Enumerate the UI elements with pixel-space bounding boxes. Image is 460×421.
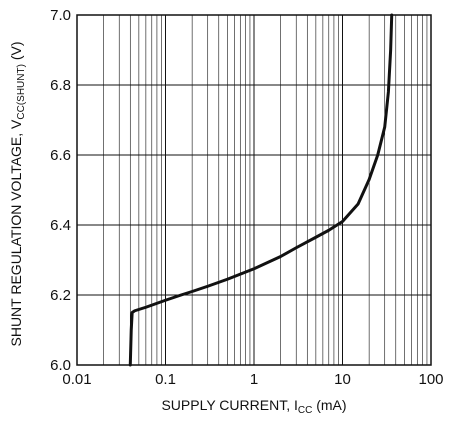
grid <box>76 14 431 366</box>
y-tick-label: 6.2 <box>50 287 71 304</box>
y-tick-label: 6.4 <box>50 217 71 234</box>
plot-frame <box>76 14 432 366</box>
series-layer <box>128 13 394 367</box>
x-axis-title-main: SUPPLY CURRENT, I <box>161 397 297 413</box>
y-axis-title-unit: (V) <box>8 41 24 64</box>
y-axis-title-main: SHUNT REGULATION VOLTAGE, V <box>8 119 24 347</box>
x-tick-label: 1 <box>250 371 258 388</box>
series-line <box>128 13 394 367</box>
y-tick-label: 6.6 <box>50 147 71 164</box>
y-axis-title-subscript: CC(SHUNT) <box>16 64 27 120</box>
y-tick-label: 6.8 <box>50 77 71 94</box>
x-axis-title: SUPPLY CURRENT, ICC (mA) <box>161 397 346 416</box>
x-tick-label: 100 <box>418 371 443 388</box>
y-tick-labels: 6.0 6.2 6.4 6.6 6.8 7.0 <box>50 7 71 374</box>
x-tick-labels: 0.01 0.1 1 10 100 <box>62 371 443 388</box>
x-tick-label: 10 <box>334 371 351 388</box>
x-axis-title-subscript: CC <box>298 405 312 416</box>
x-tick-label: 0.01 <box>62 371 91 388</box>
y-tick-label: 6.0 <box>50 357 71 374</box>
y-axis-title: SHUNT REGULATION VOLTAGE, VCC(SHUNT) (V) <box>8 41 27 346</box>
x-tick-label: 0.1 <box>155 371 176 388</box>
x-axis-title-unit: (mA) <box>312 397 346 413</box>
y-tick-label: 7.0 <box>50 7 71 24</box>
